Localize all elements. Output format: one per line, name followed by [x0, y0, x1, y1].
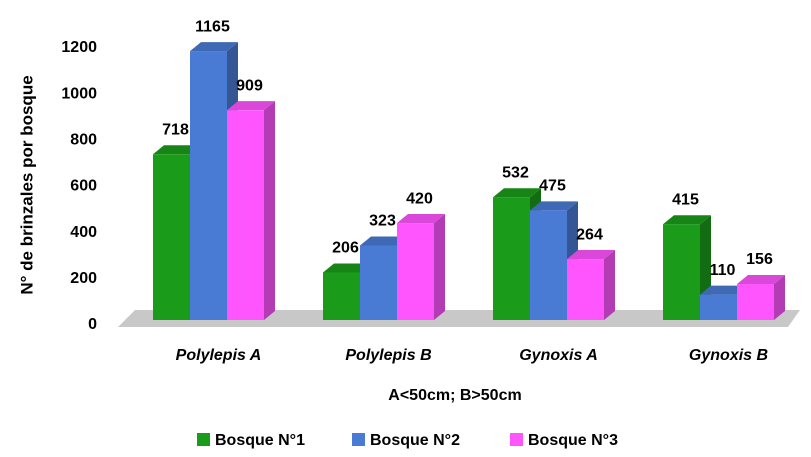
bar-front: [360, 245, 397, 320]
bar-top: [397, 214, 445, 224]
bar-top: [323, 263, 371, 273]
y-tick-label: 600: [70, 178, 97, 195]
bar-top: [227, 101, 275, 111]
floor: [118, 310, 800, 327]
legend-label: Bosque N°2: [370, 432, 460, 449]
data-label: 420: [406, 190, 433, 207]
legend-label: Bosque N°3: [528, 432, 618, 449]
bar-front: [190, 51, 227, 321]
bar-front: [700, 294, 737, 320]
bar-top: [530, 201, 578, 211]
bar-top: [153, 145, 201, 155]
y-tick-label: 0: [88, 316, 97, 333]
legend-swatch: [510, 433, 523, 446]
bar-side: [774, 274, 785, 320]
bar-top: [737, 274, 785, 284]
bar-side: [434, 214, 445, 320]
data-label: 415: [672, 191, 699, 208]
bar-front: [227, 110, 264, 320]
x-axis-label: A<50cm; B>50cm: [388, 387, 521, 404]
data-label: 323: [369, 213, 396, 230]
bar: [737, 274, 785, 320]
bar-front: [737, 283, 774, 320]
data-label: 475: [539, 178, 566, 195]
x-tick-label: Gynoxis A: [519, 347, 598, 364]
x-tick-label: Gynoxis B: [689, 347, 768, 364]
x-tick-label: Polylepis A: [176, 347, 262, 364]
y-tick-label: 800: [70, 132, 97, 149]
bar-side: [604, 250, 615, 320]
y-axis-label: N° de brinzales por bosque: [17, 75, 36, 294]
legend-label: Bosque N°1: [215, 432, 305, 449]
bar: [397, 214, 445, 320]
data-label: 718: [162, 121, 189, 138]
legend-swatch: [352, 433, 365, 446]
bar-front: [530, 210, 567, 320]
bar: [567, 250, 615, 320]
y-tick-label: 1200: [61, 39, 97, 56]
y-tick-label: 1000: [61, 85, 97, 102]
y-tick-label: 400: [70, 224, 97, 241]
data-label: 532: [502, 164, 529, 181]
bar-front: [323, 272, 360, 320]
data-label: 156: [746, 251, 773, 268]
bar-top: [493, 188, 541, 198]
legend-swatch: [197, 433, 210, 446]
bar-top: [700, 285, 748, 295]
bar-front: [567, 259, 604, 320]
y-tick-label: 200: [70, 270, 97, 287]
bar-top: [190, 42, 238, 52]
data-label: 206: [332, 240, 359, 257]
bar-front: [153, 154, 190, 320]
bar-side: [264, 101, 275, 320]
data-label: 1165: [195, 18, 230, 35]
bar-front: [397, 223, 434, 320]
data-label: 264: [576, 226, 603, 243]
bar-top: [567, 250, 615, 260]
bar-top: [360, 236, 408, 246]
bar-front: [663, 224, 700, 320]
bar-front: [493, 197, 530, 320]
data-label: 110: [710, 262, 736, 279]
data-label: 909: [236, 77, 263, 94]
x-tick-label: Polylepis B: [345, 347, 431, 364]
bar-top: [663, 215, 711, 225]
bar: [227, 101, 275, 320]
